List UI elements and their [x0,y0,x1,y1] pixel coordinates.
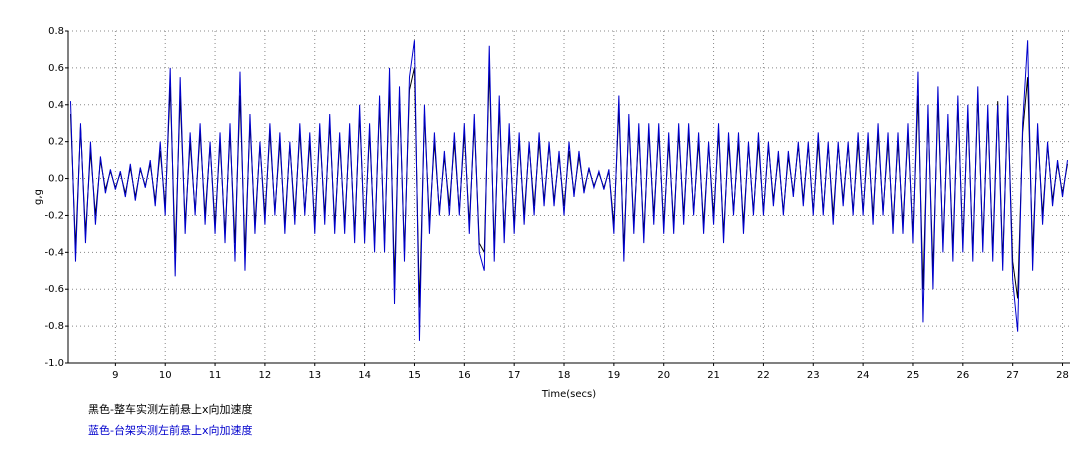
series-line [69,67,1069,308]
x-tick-label: 25 [907,370,920,381]
x-tick-label: 20 [657,370,670,381]
x-tick-label: 22 [757,370,770,381]
x-tick-label: 28 [1056,370,1069,381]
y-tick-label: 0.0 [48,174,64,185]
x-tick-label: 16 [458,370,471,381]
x-tick-label: 14 [358,370,371,381]
x-tick-label: 23 [807,370,820,381]
y-tick-label: 0.8 [48,26,64,37]
x-tick-label: 17 [508,370,521,381]
legend-label: 黑色-整车实测左前悬上x向加速度 [88,402,252,416]
y-tick-label: -1.0 [44,358,64,369]
x-tick-label: 19 [607,370,620,381]
x-tick-label: 18 [558,370,571,381]
y-tick-label: -0.4 [44,247,64,258]
y-tick-label: 0.2 [48,137,64,148]
y-tick-label: -0.6 [44,284,64,295]
legend-label: 蓝色-台架实测左前悬上x向加速度 [88,423,252,437]
x-tick-label: 21 [707,370,720,381]
y-tick-label: -0.2 [44,210,64,221]
x-tick-label: 12 [259,370,272,381]
x-tick-label: 10 [159,370,172,381]
x-tick-label: 15 [408,370,421,381]
x-tick-label: 24 [857,370,870,381]
x-tick-label: 27 [1006,370,1019,381]
x-tick-label: 11 [209,370,222,381]
x-tick-label: 9 [112,370,118,381]
y-tick-label: 0.6 [48,63,64,74]
y-tick-label: 0.4 [48,100,64,111]
series-line [69,40,1069,341]
x-axis-label: Time(secs) [541,389,596,400]
x-tick-label: 13 [308,370,321,381]
y-tick-label: -0.8 [44,321,64,332]
y-axis-label: g,g [33,189,44,205]
x-tick-label: 26 [956,370,969,381]
